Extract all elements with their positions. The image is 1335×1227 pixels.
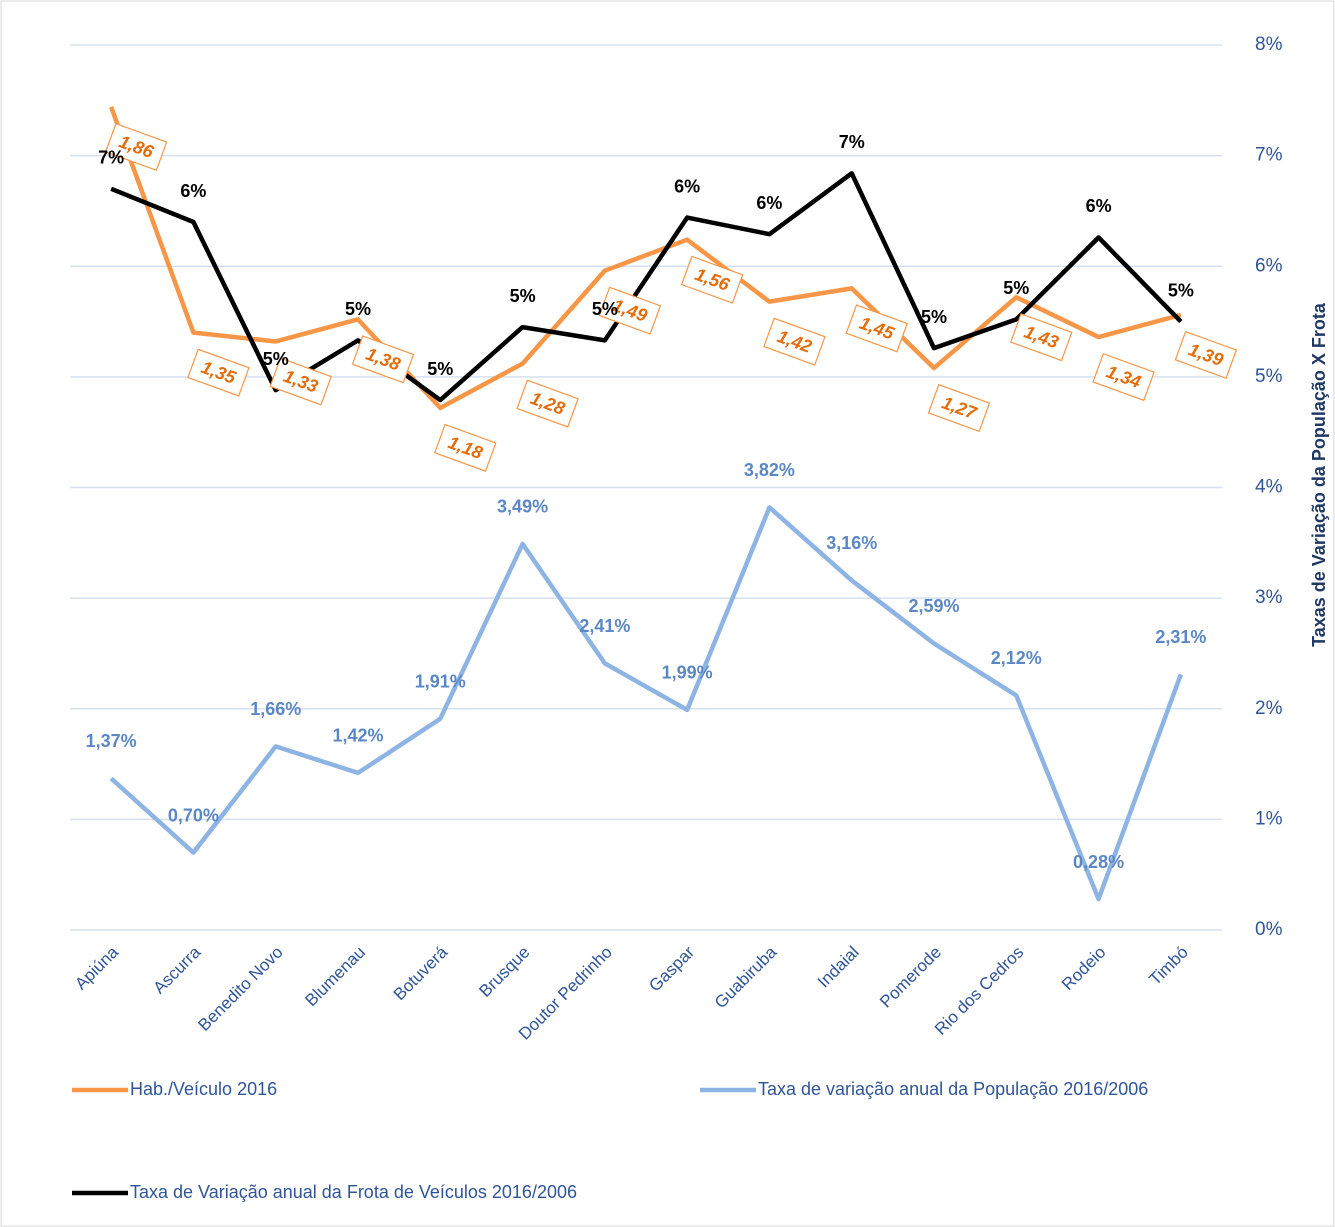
label-box bbox=[187, 348, 250, 397]
label-box bbox=[434, 423, 497, 472]
label-box bbox=[680, 255, 744, 304]
label-box bbox=[1010, 313, 1073, 362]
data-label: 6% bbox=[756, 193, 782, 213]
data-label: 7% bbox=[98, 148, 124, 168]
data-label-box: 1,43 bbox=[1010, 313, 1073, 362]
data-label: 1,91% bbox=[415, 671, 466, 691]
y-tick-label: 3% bbox=[1255, 587, 1283, 608]
data-label-box: 1,86 bbox=[104, 122, 168, 172]
data-label-box: 1,39 bbox=[1174, 330, 1238, 380]
data-label: 1,42% bbox=[332, 726, 383, 746]
label-box bbox=[351, 335, 415, 384]
data-label: 1,99% bbox=[662, 663, 713, 683]
data-label: 2,41% bbox=[579, 616, 630, 636]
y-tick-label: 2% bbox=[1255, 698, 1283, 719]
data-label-box: 1,35 bbox=[187, 348, 250, 397]
data-label: 5% bbox=[1003, 278, 1029, 298]
label-box bbox=[763, 317, 826, 366]
data-label: 3,49% bbox=[497, 497, 548, 517]
data-label: 1,37% bbox=[86, 731, 137, 751]
data-label-box: 1,18 bbox=[434, 423, 497, 472]
data-label: 0,28% bbox=[1073, 852, 1124, 872]
data-label-box: 1,27 bbox=[927, 383, 991, 433]
data-label: 3,16% bbox=[826, 533, 877, 553]
data-label-box: 1,45 bbox=[845, 304, 908, 353]
label-box bbox=[1174, 330, 1238, 380]
label-box bbox=[104, 122, 168, 172]
data-label: 6% bbox=[674, 176, 700, 196]
data-label-box: 1,28 bbox=[516, 379, 579, 428]
data-label: 2,31% bbox=[1155, 627, 1206, 647]
y-tick-label: 4% bbox=[1255, 477, 1283, 498]
data-label-box: 1,38 bbox=[351, 335, 415, 384]
label-box bbox=[269, 357, 332, 406]
data-label: 3,82% bbox=[744, 460, 795, 480]
y-tick-label: 5% bbox=[1255, 366, 1283, 387]
data-label: 1,66% bbox=[250, 699, 301, 719]
data-label: 0,70% bbox=[168, 805, 219, 825]
data-label: 6% bbox=[1086, 196, 1112, 216]
data-label-box: 1,56 bbox=[680, 255, 744, 304]
data-label: 2,12% bbox=[991, 648, 1042, 668]
data-label: 5% bbox=[592, 299, 618, 319]
data-label: 5% bbox=[510, 286, 536, 306]
data-label: 7% bbox=[839, 132, 865, 152]
data-label-box: 1,34 bbox=[1092, 352, 1155, 402]
data-label: 5% bbox=[921, 307, 947, 327]
data-label: 5% bbox=[427, 359, 453, 379]
legend-label: Hab./Veículo 2016 bbox=[130, 1079, 277, 1099]
data-label: 5% bbox=[345, 299, 371, 319]
data-label: 5% bbox=[1168, 280, 1194, 300]
label-box bbox=[516, 379, 579, 428]
y-tick-label: 1% bbox=[1255, 808, 1283, 829]
label-box bbox=[1092, 352, 1155, 402]
y-tick-label: 7% bbox=[1255, 145, 1283, 166]
legend-label: Taxa de Variação anual da Frota de Veícu… bbox=[130, 1182, 577, 1202]
data-label-box: 1,33 bbox=[269, 357, 332, 406]
data-label: 6% bbox=[180, 181, 206, 201]
data-label: 2,59% bbox=[908, 596, 959, 616]
y-tick-label: 0% bbox=[1255, 919, 1283, 940]
label-box bbox=[927, 383, 991, 433]
series-line bbox=[109, 106, 1182, 411]
legend-label: Taxa de variação anual da População 2016… bbox=[758, 1079, 1148, 1099]
y-tick-label: 6% bbox=[1255, 255, 1283, 276]
data-label: 5% bbox=[263, 349, 289, 369]
y-tick-label: 8% bbox=[1255, 34, 1283, 55]
label-box bbox=[845, 304, 908, 353]
label-box bbox=[598, 286, 662, 335]
y-axis-label: Taxas de Variação da População X Frota bbox=[1309, 302, 1329, 647]
series-line bbox=[109, 505, 1183, 902]
data-label-box: 1,49 bbox=[598, 286, 662, 335]
data-label-box: 1,42 bbox=[763, 317, 826, 366]
